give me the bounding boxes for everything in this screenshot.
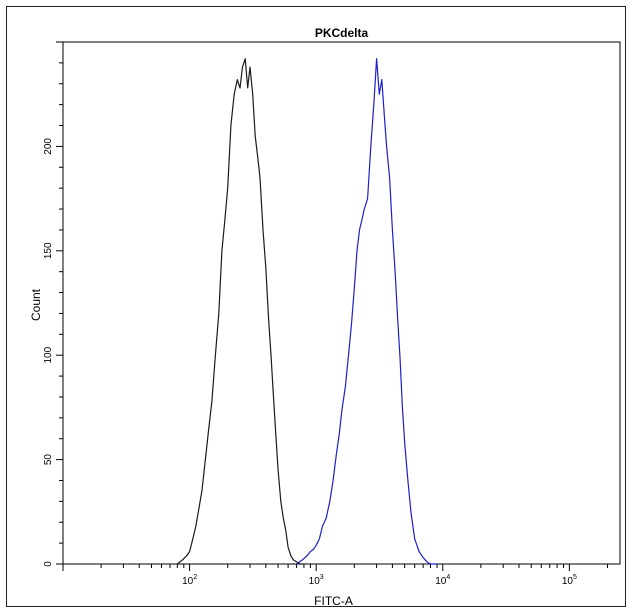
series-layer	[176, 58, 437, 565]
x-tick-label: 105	[562, 574, 577, 587]
y-tick-label: 200	[43, 138, 54, 155]
y-tick-label: 50	[43, 454, 54, 466]
histogram-series-black	[176, 58, 304, 565]
y-tick-label: 0	[43, 561, 54, 567]
y-axis-ticks: 0 50 100 150 200	[43, 41, 63, 567]
x-axis-ticks: 102 103 104 105	[62, 564, 608, 587]
x-tick-label: 104	[435, 574, 450, 587]
x-tick-label: 103	[309, 574, 324, 587]
chart-frame	[6, 6, 626, 607]
y-tick-label: 100	[43, 346, 54, 363]
x-axis-title: FITC-A	[314, 594, 353, 608]
y-axis-title: Count	[29, 288, 43, 321]
x-tick-label: 102	[182, 574, 197, 587]
histogram-series-blue	[296, 58, 437, 565]
y-tick-label: 150	[43, 242, 54, 259]
plot-area	[62, 41, 621, 565]
chart-title: PKCdelta	[315, 26, 369, 40]
